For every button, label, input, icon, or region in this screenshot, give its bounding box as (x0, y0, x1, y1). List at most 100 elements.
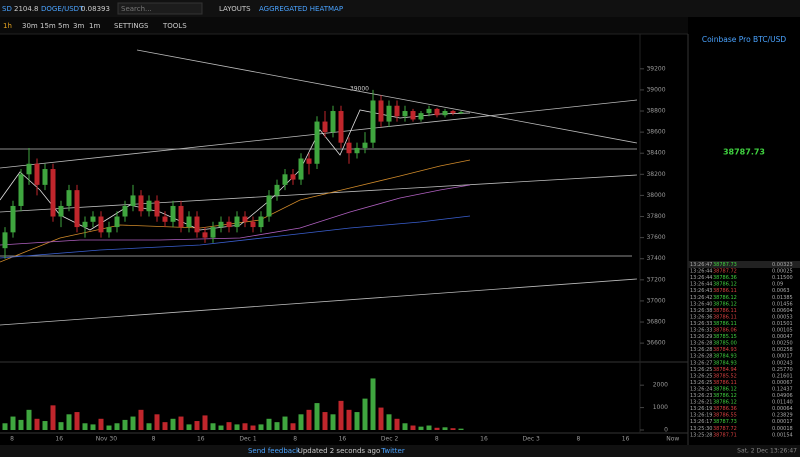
volume-tick-label: 2000 (653, 382, 668, 389)
trade-size: 0.25770 (772, 367, 793, 373)
volume-bar (226, 422, 232, 430)
volume-bar (330, 414, 336, 430)
volume-bar (370, 378, 376, 430)
footer-link[interactable]: Twitter (380, 447, 405, 455)
trade-price: 38786.11 (713, 308, 737, 314)
volume-bar (442, 427, 448, 430)
volume-bar (18, 419, 24, 430)
candle-body (122, 205, 128, 217)
trade-size: 0.01385 (772, 295, 793, 301)
trade-time: 13:26:25 (690, 380, 712, 386)
menu-item[interactable]: LAYOUTS (219, 5, 251, 13)
x-tick-label: 16 (339, 436, 347, 443)
candle-body (170, 205, 176, 222)
ticker: SD (2, 5, 12, 13)
last-price: 38787.73 (723, 148, 765, 157)
timeframe[interactable]: 1m (89, 22, 100, 30)
candle-body (306, 158, 312, 164)
candle-body (322, 121, 328, 133)
candle-body (194, 216, 200, 233)
volume-bar (258, 424, 264, 430)
trend-line (0, 278, 638, 326)
volume-bar (266, 418, 272, 430)
x-tick-label: 8 (293, 436, 297, 443)
volume-bar (178, 416, 184, 430)
trade-time: 13:26:19 (690, 413, 712, 419)
volume-bar (154, 414, 160, 430)
candle-body (82, 221, 88, 228)
volume-bar (218, 425, 224, 430)
volume-bar (394, 418, 400, 430)
trade-price: 38786.36 (713, 406, 737, 412)
trade-price: 38786.12 (713, 282, 737, 288)
volume-bar (90, 424, 96, 430)
trade-size: 0.04906 (772, 393, 793, 399)
x-tick-label: 8 (576, 436, 580, 443)
trade-price: 38785.15 (713, 334, 737, 340)
volume-bar (426, 425, 432, 430)
timeframe[interactable]: 30m (22, 22, 38, 30)
volume-bar (194, 421, 200, 430)
volume-bar (138, 409, 144, 430)
y-tick-label: 39200 (646, 65, 665, 72)
footer-link[interactable]: Send feedback (248, 447, 301, 455)
candle-body (426, 108, 432, 114)
trade-time: 13:26:19 (690, 406, 712, 412)
candle-body (162, 216, 168, 222)
trade-size: 0.00025 (772, 269, 793, 275)
timeframe[interactable]: 1h (3, 22, 12, 30)
volume-bar (186, 424, 192, 430)
trade-time: 13:26:25 (690, 367, 712, 373)
y-tick-label: 38800 (646, 108, 665, 115)
candle-body (298, 158, 304, 180)
candle-body (290, 174, 296, 180)
trade-size: 0.00258 (772, 347, 793, 353)
volume-bar (418, 426, 424, 430)
trade-size: 0.00053 (772, 314, 793, 320)
trade-time: 13:25:28 (690, 432, 712, 438)
trend-line (136, 49, 638, 144)
menu-item[interactable]: SETTINGS (114, 22, 149, 30)
ticker-value: 2104.8 (14, 5, 39, 13)
candle-body (218, 221, 224, 228)
timeframe[interactable]: 5m (58, 22, 69, 30)
menu-item[interactable]: TOOLS (162, 22, 187, 30)
trade-time: 13:26:42 (690, 295, 712, 301)
trade-time: 13:26:23 (690, 393, 712, 399)
ticker: DOGE/USDT (41, 5, 84, 13)
high-annotation: 39000 (350, 85, 369, 92)
trade-size: 0.00250 (772, 341, 793, 347)
trade-price: 38786.06 (713, 328, 737, 334)
trade-size: 0.00323 (772, 262, 793, 268)
trade-price: 38786.11 (713, 314, 737, 320)
search-box[interactable] (117, 2, 203, 15)
volume-bar (146, 423, 152, 430)
y-tick-label: 38200 (646, 171, 665, 178)
search-placeholder[interactable]: Search... (121, 5, 152, 13)
trade-price: 38784.93 (713, 354, 737, 360)
y-tick-label: 36600 (646, 340, 665, 347)
timeframe[interactable]: 15m (40, 22, 56, 30)
trade-time: 13:26:28 (690, 354, 712, 360)
candle-body (186, 216, 192, 228)
x-tick-label: 16 (480, 436, 488, 443)
x-tick-label: 8 (10, 436, 14, 443)
volume-bar (106, 425, 112, 430)
candle-body (250, 221, 256, 228)
candle-body (146, 200, 152, 212)
candle-body (354, 147, 360, 154)
panel-title: Coinbase Pro BTC/USD (702, 35, 787, 44)
timeframe[interactable]: 3m (73, 22, 84, 30)
candle-body (138, 195, 144, 212)
menu-item[interactable]: AGGREGATED HEATMAP (259, 5, 343, 13)
volume-bar (354, 412, 360, 430)
ticker-value: 0.08393 (81, 5, 110, 13)
clock: Sat, 2 Dec 13:26:47 (737, 448, 797, 455)
candle-body (34, 163, 40, 185)
candle-body (154, 200, 160, 217)
candle-body (42, 169, 48, 185)
trade-size: 0.23829 (772, 413, 793, 419)
volume-bar (122, 419, 128, 430)
